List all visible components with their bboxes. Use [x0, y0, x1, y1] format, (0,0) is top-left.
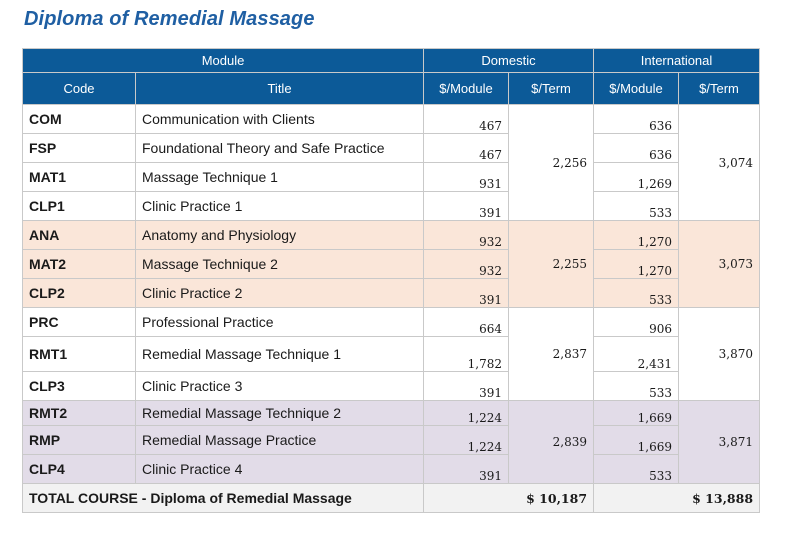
module-code: MAT2	[22, 249, 136, 279]
international-module-fee: 906	[593, 307, 680, 337]
module-code: MAT1	[22, 162, 136, 192]
domestic-module-fee: 931	[423, 162, 510, 192]
total-international: $ 13,888	[593, 483, 761, 513]
table-row: CLP2 Clinic Practice 2 391 533	[22, 278, 760, 308]
total-row: TOTAL COURSE - Diploma of Remedial Massa…	[21, 483, 761, 513]
international-term-fee: 3,073	[678, 220, 761, 308]
header-title: Title	[134, 72, 425, 105]
table-row: RMP Remedial Massage Practice 1,224 1,66…	[22, 425, 760, 455]
module-code: RMP	[22, 425, 136, 455]
fees-table: Module Domestic International Code Title…	[21, 48, 761, 513]
domestic-module-fee: 391	[423, 371, 510, 401]
table-row: CLP4 Clinic Practice 4 391 533	[22, 454, 760, 484]
domestic-module-fee: 664	[423, 307, 510, 337]
module-code: CLP4	[22, 454, 136, 484]
module-code: RMT2	[22, 400, 136, 426]
international-module-fee: 533	[593, 454, 680, 484]
table-row: COM Communication with Clients 467 2,256…	[22, 104, 761, 221]
international-module-fee: 636	[593, 104, 680, 134]
header-domestic-per-term: $/Term	[508, 72, 595, 105]
header-international-per-term: $/Term	[678, 72, 761, 105]
domestic-term-fee: 2,255	[508, 220, 595, 308]
domestic-term-fee: 2,256	[508, 104, 595, 221]
international-module-fee: 1,270	[593, 249, 680, 279]
total-domestic: $ 10,187	[423, 483, 595, 513]
international-term-fee: 3,074	[678, 104, 761, 221]
international-module-fee: 2,431	[593, 336, 680, 372]
table-row: CLP3 Clinic Practice 3 391 533	[22, 371, 760, 401]
table-row: PRC Professional Practice 664 2,837 906 …	[22, 307, 761, 401]
domestic-module-fee: 1,224	[423, 425, 510, 455]
international-module-fee: 1,269	[593, 162, 680, 192]
international-module-fee: 1,270	[593, 220, 680, 250]
domestic-module-fee: 467	[423, 104, 510, 134]
module-title: Clinic Practice 4	[134, 454, 425, 484]
module-code: CLP1	[22, 191, 136, 221]
domestic-module-fee: 932	[423, 220, 510, 250]
module-title: Foundational Theory and Safe Practice	[134, 133, 425, 163]
header-international: International	[593, 48, 761, 73]
module-title: Communication with Clients	[134, 104, 425, 134]
module-title: Remedial Massage Practice	[134, 425, 425, 455]
domestic-module-fee: 391	[423, 454, 510, 484]
international-module-fee: 533	[593, 371, 680, 401]
domestic-module-fee: 391	[423, 191, 510, 221]
module-code: RMT1	[22, 336, 136, 372]
module-code: CLP2	[22, 278, 136, 308]
header-international-per-module: $/Module	[593, 72, 680, 105]
table-row: ANA Anatomy and Physiology 932 2,255 1,2…	[22, 220, 761, 308]
domestic-module-fee: 1,782	[423, 336, 510, 372]
table-row: MAT2 Massage Technique 2 932 1,270	[22, 249, 760, 279]
domestic-term-fee: 2,837	[508, 307, 595, 401]
international-term-fee: 3,871	[678, 400, 761, 484]
table-row: RMT2 Remedial Massage Technique 2 1,224 …	[22, 400, 761, 484]
international-module-fee: 533	[593, 191, 680, 221]
module-title: Anatomy and Physiology	[134, 220, 425, 250]
header-domestic-per-module: $/Module	[423, 72, 510, 105]
module-code: COM	[22, 104, 136, 134]
international-module-fee: 533	[593, 278, 680, 308]
header-group-row: Module Domestic International	[21, 48, 761, 73]
header-columns-row: Code Title $/Module $/Term $/Module $/Te…	[22, 72, 761, 105]
module-code: PRC	[22, 307, 136, 337]
module-title: Massage Technique 2	[134, 249, 425, 279]
domestic-module-fee: 1,224	[423, 400, 510, 426]
table-row: RMT1 Remedial Massage Technique 1 1,782 …	[22, 336, 760, 372]
table-row: CLP1 Clinic Practice 1 391 533	[22, 191, 760, 221]
table-row: MAT1 Massage Technique 1 931 1,269	[22, 162, 760, 192]
module-title: Remedial Massage Technique 1	[134, 336, 425, 372]
document-title: Diploma of Remedial Massage	[24, 8, 315, 30]
module-title: Clinic Practice 3	[134, 371, 425, 401]
header-code: Code	[22, 72, 136, 105]
header-domestic: Domestic	[423, 48, 595, 73]
table-row: FSP Foundational Theory and Safe Practic…	[22, 133, 760, 163]
total-label: TOTAL COURSE - Diploma of Remedial Massa…	[21, 483, 425, 513]
international-term-fee: 3,870	[678, 307, 761, 401]
header-module: Module	[21, 48, 425, 73]
module-title: Professional Practice	[134, 307, 425, 337]
international-module-fee: 1,669	[593, 400, 680, 426]
domestic-term-fee: 2,839	[508, 400, 595, 484]
international-module-fee: 1,669	[593, 425, 680, 455]
module-title: Clinic Practice 2	[134, 278, 425, 308]
module-title: Clinic Practice 1	[134, 191, 425, 221]
module-title: Massage Technique 1	[134, 162, 425, 192]
domestic-module-fee: 467	[423, 133, 510, 163]
domestic-module-fee: 391	[423, 278, 510, 308]
module-title: Remedial Massage Technique 2	[134, 400, 425, 426]
module-code: ANA	[22, 220, 136, 250]
domestic-module-fee: 932	[423, 249, 510, 279]
module-code: CLP3	[22, 371, 136, 401]
module-code: FSP	[22, 133, 136, 163]
international-module-fee: 636	[593, 133, 680, 163]
